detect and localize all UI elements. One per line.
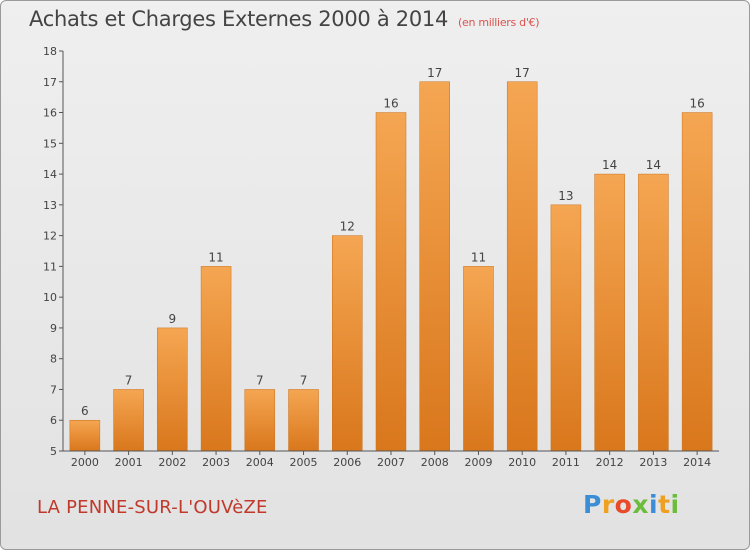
y-tick-label: 5	[50, 445, 57, 458]
bar-value-label: 14	[602, 158, 617, 172]
chart-title: Achats et Charges Externes 2000 à 2014 (e…	[29, 7, 540, 31]
y-tick-label: 10	[43, 291, 57, 304]
y-tick-label: 8	[50, 353, 57, 366]
bar-2012	[594, 173, 625, 452]
bar-value-label: 16	[383, 97, 398, 111]
x-tick-label: 2002	[158, 456, 186, 469]
bar-value-label: 17	[427, 66, 442, 80]
x-tick-label: 2005	[290, 456, 318, 469]
logo-letter: t	[658, 490, 671, 519]
bar-2007	[375, 112, 407, 452]
bar-value-label: 6	[81, 404, 89, 418]
bar-value-label: 11	[471, 250, 486, 264]
logo-letter: i	[649, 490, 659, 519]
bar-2002	[157, 327, 188, 452]
chart-unit-label: (en milliers d'€)	[458, 16, 540, 29]
x-tick-label: 2003	[202, 456, 230, 469]
bar-value-label: 9	[169, 312, 177, 326]
proxiti-logo[interactable]: Proxiti	[583, 490, 680, 519]
x-tick-label: 2012	[596, 456, 624, 469]
logo-letter: P	[583, 490, 602, 519]
bar-value-label: 7	[256, 373, 264, 387]
bar-2008	[419, 81, 450, 452]
y-tick-label: 7	[50, 383, 57, 396]
logo-letter: x	[632, 490, 649, 519]
x-tick-label: 2014	[683, 456, 711, 469]
bar-value-label: 17	[515, 66, 530, 80]
bar-value-label: 7	[300, 373, 308, 387]
bar-value-label: 14	[646, 158, 661, 172]
x-tick-label: 2000	[71, 456, 99, 469]
x-tick-label: 2006	[333, 456, 361, 469]
x-tick-label: 2004	[246, 456, 274, 469]
y-tick-label: 14	[43, 168, 57, 181]
x-tick-label: 2001	[115, 456, 143, 469]
x-tick-label: 2013	[639, 456, 667, 469]
x-tick-label: 2007	[377, 456, 405, 469]
bar-2010	[506, 81, 538, 452]
x-tick-label: 2008	[421, 456, 449, 469]
bar-2000	[69, 419, 101, 452]
bar-value-label: 7	[125, 373, 133, 387]
logo-letter: i	[670, 490, 680, 519]
bar-2004	[244, 389, 276, 452]
bar-value-label: 13	[558, 189, 573, 203]
x-tick-label: 2011	[552, 456, 580, 469]
bar-value-label: 11	[208, 250, 223, 264]
y-tick-label: 13	[43, 199, 57, 212]
y-tick-label: 17	[43, 76, 57, 89]
logo-letter: r	[601, 490, 615, 519]
bar-2013	[638, 173, 669, 452]
bar-value-label: 12	[340, 220, 355, 234]
chart-title-text: Achats et Charges Externes 2000 à 2014	[29, 7, 449, 31]
bar-value-label: 16	[689, 97, 704, 111]
bar-2011	[550, 204, 582, 452]
bar-2001	[113, 389, 144, 452]
y-tick-label: 16	[43, 107, 57, 120]
bar-2014	[681, 112, 713, 452]
bar-2006	[332, 235, 363, 452]
commune-name: LA PENNE-SUR-L'OUVèZE	[37, 497, 268, 518]
y-tick-label: 18	[43, 45, 57, 58]
y-tick-label: 11	[43, 260, 57, 273]
logo-letter: o	[614, 490, 633, 519]
y-tick-label: 9	[50, 322, 57, 335]
y-tick-label: 6	[50, 414, 57, 427]
x-tick-label: 2010	[508, 456, 536, 469]
bar-2009	[463, 266, 494, 452]
y-tick-label: 12	[43, 230, 57, 243]
y-tick-label: 15	[43, 137, 57, 150]
x-tick-label: 2009	[464, 456, 492, 469]
bar-2005	[288, 389, 319, 452]
bar-2003	[200, 266, 232, 452]
